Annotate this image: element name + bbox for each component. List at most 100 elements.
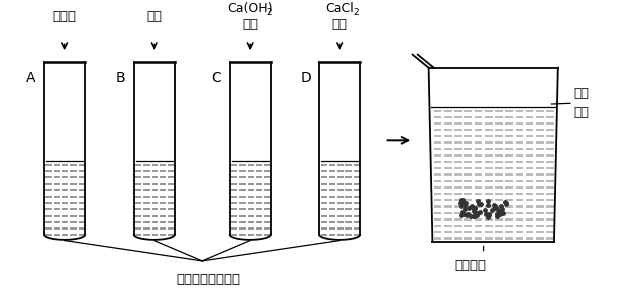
FancyBboxPatch shape bbox=[505, 180, 513, 182]
FancyBboxPatch shape bbox=[515, 193, 523, 195]
FancyBboxPatch shape bbox=[536, 161, 544, 163]
FancyBboxPatch shape bbox=[536, 116, 544, 118]
FancyBboxPatch shape bbox=[62, 234, 69, 236]
FancyBboxPatch shape bbox=[526, 161, 533, 163]
FancyBboxPatch shape bbox=[144, 221, 150, 223]
FancyBboxPatch shape bbox=[526, 167, 533, 169]
FancyBboxPatch shape bbox=[345, 176, 352, 178]
FancyBboxPatch shape bbox=[135, 234, 142, 236]
FancyBboxPatch shape bbox=[239, 208, 246, 210]
FancyBboxPatch shape bbox=[515, 167, 523, 169]
FancyBboxPatch shape bbox=[264, 221, 271, 223]
FancyBboxPatch shape bbox=[354, 215, 360, 217]
FancyBboxPatch shape bbox=[135, 208, 142, 210]
FancyBboxPatch shape bbox=[354, 163, 360, 165]
FancyBboxPatch shape bbox=[546, 218, 554, 221]
FancyBboxPatch shape bbox=[485, 224, 492, 227]
FancyBboxPatch shape bbox=[144, 189, 150, 191]
FancyBboxPatch shape bbox=[152, 234, 158, 236]
FancyBboxPatch shape bbox=[526, 218, 533, 221]
FancyBboxPatch shape bbox=[474, 231, 482, 233]
FancyBboxPatch shape bbox=[239, 227, 246, 230]
FancyBboxPatch shape bbox=[434, 173, 442, 176]
FancyBboxPatch shape bbox=[515, 135, 523, 137]
FancyBboxPatch shape bbox=[515, 237, 523, 240]
FancyBboxPatch shape bbox=[79, 163, 85, 165]
FancyBboxPatch shape bbox=[354, 170, 360, 172]
FancyBboxPatch shape bbox=[444, 224, 452, 227]
FancyBboxPatch shape bbox=[454, 135, 462, 137]
FancyBboxPatch shape bbox=[231, 234, 237, 236]
Text: 2: 2 bbox=[353, 8, 358, 17]
FancyBboxPatch shape bbox=[231, 163, 237, 165]
FancyBboxPatch shape bbox=[264, 208, 271, 210]
FancyBboxPatch shape bbox=[329, 183, 335, 185]
Text: 酚酞: 酚酞 bbox=[146, 10, 162, 23]
FancyBboxPatch shape bbox=[144, 196, 150, 198]
FancyBboxPatch shape bbox=[247, 176, 254, 178]
FancyBboxPatch shape bbox=[135, 227, 142, 230]
FancyBboxPatch shape bbox=[465, 186, 472, 189]
FancyBboxPatch shape bbox=[546, 199, 554, 201]
FancyBboxPatch shape bbox=[505, 129, 513, 131]
FancyBboxPatch shape bbox=[144, 163, 150, 165]
FancyBboxPatch shape bbox=[444, 154, 452, 157]
FancyBboxPatch shape bbox=[444, 180, 452, 182]
FancyBboxPatch shape bbox=[536, 193, 544, 195]
FancyBboxPatch shape bbox=[247, 196, 254, 198]
FancyBboxPatch shape bbox=[46, 196, 52, 198]
FancyBboxPatch shape bbox=[465, 116, 472, 118]
FancyBboxPatch shape bbox=[264, 189, 271, 191]
FancyBboxPatch shape bbox=[485, 154, 492, 157]
FancyBboxPatch shape bbox=[320, 215, 327, 217]
FancyBboxPatch shape bbox=[485, 193, 492, 195]
FancyBboxPatch shape bbox=[546, 116, 554, 118]
FancyBboxPatch shape bbox=[434, 142, 442, 144]
FancyBboxPatch shape bbox=[160, 221, 167, 223]
FancyBboxPatch shape bbox=[444, 148, 452, 150]
FancyBboxPatch shape bbox=[536, 135, 544, 137]
FancyBboxPatch shape bbox=[337, 176, 344, 178]
FancyBboxPatch shape bbox=[135, 183, 142, 185]
FancyBboxPatch shape bbox=[79, 227, 85, 230]
FancyBboxPatch shape bbox=[264, 227, 271, 230]
FancyBboxPatch shape bbox=[505, 116, 513, 118]
FancyBboxPatch shape bbox=[444, 212, 452, 214]
FancyBboxPatch shape bbox=[231, 176, 237, 178]
FancyBboxPatch shape bbox=[434, 212, 442, 214]
Text: 红色: 红色 bbox=[573, 87, 589, 100]
FancyBboxPatch shape bbox=[485, 199, 492, 201]
FancyBboxPatch shape bbox=[444, 167, 452, 169]
FancyBboxPatch shape bbox=[526, 186, 533, 189]
FancyBboxPatch shape bbox=[71, 227, 77, 230]
FancyBboxPatch shape bbox=[536, 231, 544, 233]
FancyBboxPatch shape bbox=[526, 193, 533, 195]
FancyBboxPatch shape bbox=[169, 227, 174, 230]
FancyBboxPatch shape bbox=[444, 193, 452, 195]
FancyBboxPatch shape bbox=[62, 215, 69, 217]
FancyBboxPatch shape bbox=[505, 212, 513, 214]
FancyBboxPatch shape bbox=[505, 231, 513, 233]
FancyBboxPatch shape bbox=[354, 202, 360, 204]
FancyBboxPatch shape bbox=[454, 167, 462, 169]
FancyBboxPatch shape bbox=[444, 116, 452, 118]
FancyBboxPatch shape bbox=[320, 183, 327, 185]
FancyBboxPatch shape bbox=[434, 186, 442, 189]
FancyBboxPatch shape bbox=[62, 202, 69, 204]
FancyBboxPatch shape bbox=[256, 170, 262, 172]
FancyBboxPatch shape bbox=[546, 122, 554, 125]
Text: D: D bbox=[300, 71, 311, 85]
FancyBboxPatch shape bbox=[152, 208, 158, 210]
FancyBboxPatch shape bbox=[256, 221, 262, 223]
Text: 氢氧化钠样品溶液: 氢氧化钠样品溶液 bbox=[176, 273, 240, 286]
FancyBboxPatch shape bbox=[169, 221, 174, 223]
FancyBboxPatch shape bbox=[264, 170, 271, 172]
FancyBboxPatch shape bbox=[256, 208, 262, 210]
FancyBboxPatch shape bbox=[474, 218, 482, 221]
FancyBboxPatch shape bbox=[536, 212, 544, 214]
FancyBboxPatch shape bbox=[320, 202, 327, 204]
FancyBboxPatch shape bbox=[135, 176, 142, 178]
FancyBboxPatch shape bbox=[264, 183, 271, 185]
FancyBboxPatch shape bbox=[474, 109, 482, 112]
FancyBboxPatch shape bbox=[515, 199, 523, 201]
